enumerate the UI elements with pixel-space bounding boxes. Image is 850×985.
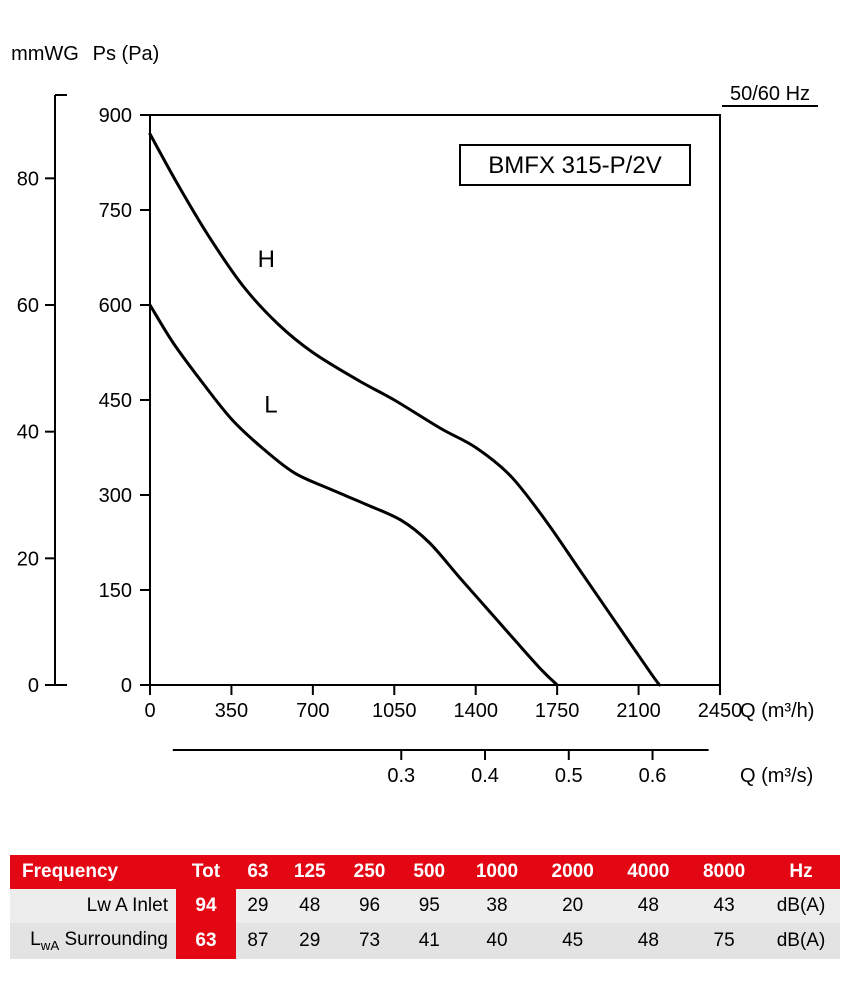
table-header-cell: Tot	[176, 855, 236, 889]
curve-label-H: H	[258, 246, 275, 273]
row-label: Lw A Inlet	[10, 889, 176, 923]
chart-svg: 0 350 700 1050 1400 1750 2100 2450Q (m³/h) 0 150 3…	[0, 0, 850, 830]
row-value: 20	[535, 889, 611, 923]
x-tick-label: 2450	[698, 700, 743, 722]
y2-tick-label: 0	[28, 675, 39, 697]
y-tick-label: 150	[99, 580, 132, 602]
table-header-cell: 500	[399, 855, 459, 889]
x2-tick-label: 0.3	[387, 765, 415, 787]
table-header-cell: Frequency	[10, 855, 176, 889]
x-tick-label: 700	[296, 700, 329, 722]
row-value: 29	[280, 923, 340, 959]
table-header-row: FrequencyTot631252505001000200040008000H…	[10, 855, 840, 889]
table-header-cell: 8000	[686, 855, 762, 889]
freq-note: 50/60 Hz	[730, 83, 810, 105]
curve-H	[150, 134, 660, 685]
row-value: 48	[611, 889, 687, 923]
y-axis-label: Ps (Pa)	[93, 43, 160, 65]
y-tick-label: 0	[121, 675, 132, 697]
x-tick-label: 1050	[372, 700, 417, 722]
x-tick-label: 0	[144, 700, 155, 722]
y-tick-label: 450	[99, 390, 132, 412]
row-value: 73	[340, 923, 400, 959]
curve-label-L: L	[264, 392, 277, 419]
table-header-cell: 63	[236, 855, 280, 889]
y2-tick-label: 20	[17, 548, 39, 570]
table-header-cell: 250	[340, 855, 400, 889]
chart-title: BMFX 315-P/2V	[488, 152, 661, 179]
table-row: Lw A Inlet942948969538204843dB(A)	[10, 889, 840, 923]
row-value: 96	[340, 889, 400, 923]
y-tick-label: 300	[99, 485, 132, 507]
x2-tick-label: 0.6	[639, 765, 667, 787]
x-tick-label: 350	[215, 700, 248, 722]
row-total: 94	[176, 889, 236, 923]
x2-tick-label: 0.4	[471, 765, 499, 787]
table-header-cell: 1000	[459, 855, 535, 889]
table-header-cell: 2000	[535, 855, 611, 889]
row-total: 63	[176, 923, 236, 959]
table-header-cell: Hz	[762, 855, 840, 889]
performance-chart: 0 350 700 1050 1400 1750 2100 2450Q (m³/h) 0 150 3…	[0, 0, 850, 830]
row-value: 48	[611, 923, 687, 959]
row-value: 43	[686, 889, 762, 923]
sound-table: FrequencyTot631252505001000200040008000H…	[10, 855, 840, 959]
table-row: LwA Surrounding638729734140454875dB(A)	[10, 923, 840, 959]
x-tick-label: 1400	[453, 700, 498, 722]
row-unit: dB(A)	[762, 889, 840, 923]
row-value: 41	[399, 923, 459, 959]
row-value: 48	[280, 889, 340, 923]
table-header-cell: 4000	[611, 855, 687, 889]
row-unit: dB(A)	[762, 923, 840, 959]
row-value: 40	[459, 923, 535, 959]
table-header-cell: 125	[280, 855, 340, 889]
x2-axis-label: Q (m³/s)	[740, 765, 813, 787]
y-tick-label: 600	[99, 295, 132, 317]
curve-L	[150, 305, 557, 685]
row-value: 75	[686, 923, 762, 959]
row-value: 29	[236, 889, 280, 923]
row-value: 45	[535, 923, 611, 959]
row-value: 87	[236, 923, 280, 959]
x2-tick-label: 0.5	[555, 765, 583, 787]
x-tick-label: 2100	[616, 700, 661, 722]
y-tick-label: 750	[99, 200, 132, 222]
x-axis-label: Q (m³/h)	[740, 700, 814, 722]
row-value: 38	[459, 889, 535, 923]
x-tick-label: 1750	[535, 700, 580, 722]
y2-axis-label: mmWG	[11, 43, 79, 65]
y2-tick-label: 40	[17, 422, 39, 444]
row-value: 95	[399, 889, 459, 923]
y-tick-label: 900	[99, 105, 132, 127]
sound-table-container: FrequencyTot631252505001000200040008000H…	[10, 855, 840, 959]
y2-tick-label: 80	[17, 168, 39, 190]
row-label: LwA Surrounding	[10, 923, 176, 959]
y2-tick-label: 60	[17, 295, 39, 317]
